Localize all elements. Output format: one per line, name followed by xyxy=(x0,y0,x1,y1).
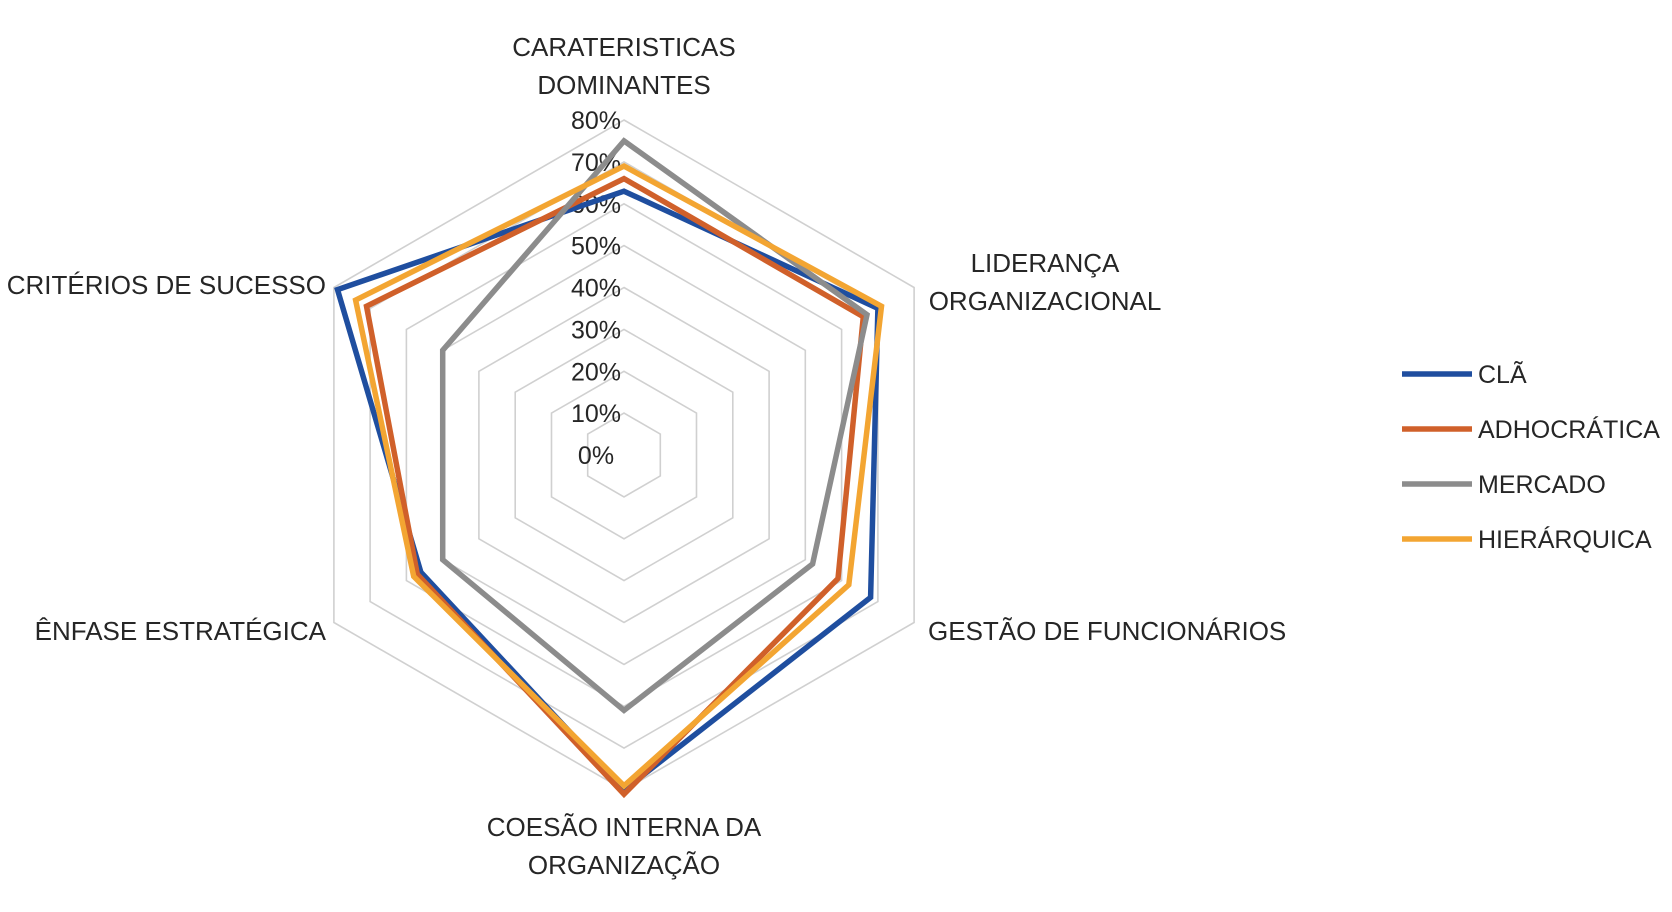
legend-label: ADHOCRÁTICA xyxy=(1478,415,1660,444)
grid-ring-20 xyxy=(550,370,698,540)
legend: CLÃ ADHOCRÁTICA MERCADO HIERÁRQUICA xyxy=(1402,360,1660,554)
axis-label-carateristicas: CARATERISTICAS DOMINANTES xyxy=(512,32,735,100)
axis-label-line: CRITÉRIOS DE SUCESSO xyxy=(7,270,326,300)
axis-label-line: CARATERISTICAS xyxy=(512,32,735,62)
radar-series xyxy=(334,137,885,799)
axis-labels: CARATERISTICAS DOMINANTES LIDERANÇA ORGANIZ… xyxy=(7,32,1287,880)
legend-label: MERCADO xyxy=(1478,471,1606,499)
radial-tick-labels: 0%10%20%30%40%50%60%70%80% xyxy=(571,107,621,470)
series-line-3 xyxy=(352,162,885,790)
axis-label-coesao: COESÃO INTERNA DA ORGANIZAÇÃO xyxy=(487,812,762,880)
axis-label-line: ORGANIZAÇÃO xyxy=(528,850,720,880)
tick-label: 30% xyxy=(571,316,621,344)
series-line-1 xyxy=(363,175,867,799)
tick-label: 20% xyxy=(571,358,621,386)
radar-grid xyxy=(333,119,915,791)
grid-ring-30 xyxy=(514,328,734,582)
grid-ring-80 xyxy=(333,119,915,791)
axis-label-criterios: CRITÉRIOS DE SUCESSO xyxy=(7,270,326,300)
axis-label-line: ORGANIZACIONAL xyxy=(929,286,1162,316)
axis-label-line: ÊNFASE ESTRATÉGICA xyxy=(35,616,327,646)
legend-label: CLÃ xyxy=(1478,360,1527,389)
axis-label-line: LIDERANÇA xyxy=(971,248,1120,278)
legend-label: HIERÁRQUICA xyxy=(1478,525,1652,554)
grid-ring-40 xyxy=(478,286,770,624)
axis-label-gestao: GESTÃO DE FUNCIONÁRIOS xyxy=(928,616,1286,646)
grid-ring-60 xyxy=(405,202,843,708)
tick-label: 50% xyxy=(571,233,621,261)
axis-label-line: GESTÃO DE FUNCIONÁRIOS xyxy=(928,616,1286,646)
tick-label: 80% xyxy=(571,107,621,135)
axis-label-lideranca: LIDERANÇA ORGANIZACIONAL xyxy=(929,248,1162,316)
tick-label: 40% xyxy=(571,275,621,303)
grid-ring-10 xyxy=(586,412,662,498)
series-line-0 xyxy=(334,188,881,794)
axis-label-line: DOMINANTES xyxy=(537,70,710,100)
series-line-2 xyxy=(439,137,871,714)
axis-label-enfase: ÊNFASE ESTRATÉGICA xyxy=(35,616,327,646)
axis-label-line: COESÃO INTERNA DA xyxy=(487,812,762,842)
tick-label: 10% xyxy=(571,400,621,428)
tick-label: 0% xyxy=(578,442,614,470)
